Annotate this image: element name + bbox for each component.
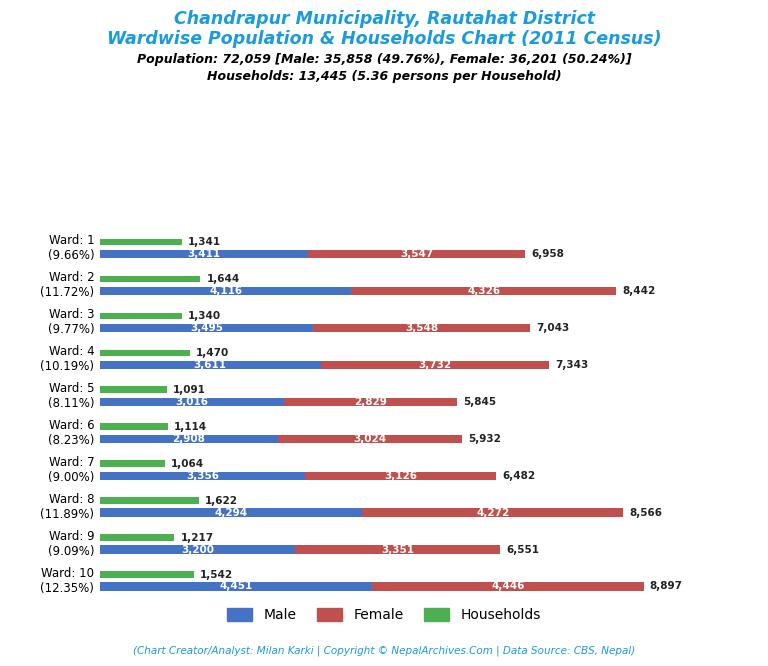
Text: 3,200: 3,200 [181,545,214,555]
Text: 1,542: 1,542 [200,569,233,579]
Text: 8,897: 8,897 [650,581,683,591]
Text: 4,326: 4,326 [467,286,500,296]
Text: 3,611: 3,611 [194,360,227,370]
Text: 7,043: 7,043 [537,323,570,333]
Bar [296,545,500,553]
Bar [320,360,548,369]
Bar [100,545,296,553]
Bar [100,424,168,430]
Bar [100,250,308,258]
Text: 1,470: 1,470 [196,348,229,358]
Bar [362,508,624,517]
Bar [100,582,372,591]
Bar [100,238,182,245]
Bar [100,434,277,443]
Bar [284,398,457,406]
Bar [277,434,462,443]
Bar [100,312,182,319]
Text: Wardwise Population & Households Chart (2011 Census): Wardwise Population & Households Chart (… [107,30,661,48]
Text: 1,340: 1,340 [188,311,221,321]
Bar [352,286,616,295]
Text: 2,908: 2,908 [172,434,205,444]
Text: 4,272: 4,272 [476,507,509,517]
Bar [308,250,525,258]
Text: 3,548: 3,548 [406,323,439,333]
Text: 5,845: 5,845 [463,397,496,407]
Text: 3,732: 3,732 [418,360,451,370]
Text: 1,341: 1,341 [188,237,221,247]
Text: 3,024: 3,024 [353,434,386,444]
Text: 4,446: 4,446 [491,581,525,591]
Text: 3,016: 3,016 [176,397,209,407]
Bar [313,324,531,332]
Bar [100,460,165,467]
Bar [100,350,190,356]
Text: 1,217: 1,217 [180,533,214,543]
Bar [372,582,644,591]
Text: 4,116: 4,116 [209,286,242,296]
Bar [100,398,284,406]
Text: 4,294: 4,294 [214,507,247,517]
Text: 4,451: 4,451 [219,581,253,591]
Bar [100,534,174,541]
Text: 8,442: 8,442 [622,286,655,296]
Bar [100,571,194,578]
Bar [305,472,496,480]
Text: 6,551: 6,551 [506,545,539,555]
Text: 3,495: 3,495 [190,323,223,333]
Text: 1,644: 1,644 [207,274,240,284]
Text: 3,411: 3,411 [187,249,220,259]
Text: 7,343: 7,343 [554,360,588,370]
Text: 3,351: 3,351 [382,545,415,555]
Bar [100,472,305,480]
Bar [100,386,167,393]
Text: (Chart Creator/Analyst: Milan Karki | Copyright © NepalArchives.Com | Data Sourc: (Chart Creator/Analyst: Milan Karki | Co… [133,645,635,656]
Bar [100,276,200,282]
Text: 3,126: 3,126 [384,471,417,481]
Text: 8,566: 8,566 [630,507,663,517]
Bar [100,324,313,332]
Bar [100,508,362,517]
Bar [100,498,199,504]
Text: Chandrapur Municipality, Rautahat District: Chandrapur Municipality, Rautahat Distri… [174,10,594,28]
Legend: Male, Female, Households: Male, Female, Households [220,601,548,629]
Text: Households: 13,445 (5.36 persons per Household): Households: 13,445 (5.36 persons per Hou… [207,70,561,83]
Text: Population: 72,059 [Male: 35,858 (49.76%), Female: 36,201 (50.24%)]: Population: 72,059 [Male: 35,858 (49.76%… [137,53,631,67]
Text: 2,829: 2,829 [354,397,387,407]
Text: 6,482: 6,482 [502,471,535,481]
Text: 3,356: 3,356 [186,471,219,481]
Text: 1,622: 1,622 [205,496,238,505]
Text: 6,958: 6,958 [531,249,564,259]
Text: 1,114: 1,114 [174,422,207,432]
Text: 5,932: 5,932 [468,434,502,444]
Text: 3,547: 3,547 [400,249,433,259]
Bar [100,286,352,295]
Bar [100,360,320,369]
Text: 1,091: 1,091 [173,385,206,395]
Text: 1,064: 1,064 [171,459,204,469]
